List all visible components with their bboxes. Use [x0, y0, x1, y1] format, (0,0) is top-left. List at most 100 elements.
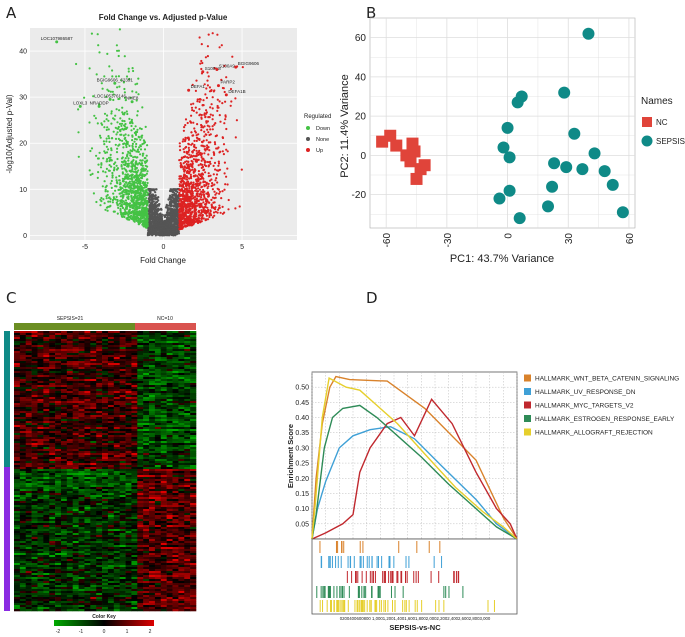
- volcano-point: [136, 130, 139, 134]
- volcano-point: [152, 232, 156, 235]
- legend-down-marker: [306, 126, 310, 130]
- volcano-point: [181, 193, 184, 197]
- heatmap-cell: [72, 407, 79, 410]
- heatmap-cell: [102, 337, 109, 340]
- heatmap-cell: [96, 359, 103, 362]
- heatmap-cell: [37, 411, 44, 414]
- heatmap-cell: [25, 331, 32, 334]
- heatmap-cell: [119, 353, 126, 356]
- heatmap-cell: [84, 361, 91, 364]
- heatmap-cell: [143, 371, 150, 374]
- heatmap-cell: [113, 367, 120, 370]
- volcano-point: [188, 187, 191, 190]
- heatmap-cell: [184, 385, 191, 388]
- volcano-point: [224, 118, 227, 121]
- heatmap-cell: [55, 343, 62, 346]
- heatmap-cell: [31, 389, 38, 392]
- heatmap-cell: [160, 355, 167, 358]
- heatmap-cell: [60, 403, 68, 406]
- heatmap-cell: [78, 343, 85, 346]
- heatmap-cell: [154, 403, 162, 406]
- volcano-point: [142, 152, 145, 155]
- heatmap-cell: [107, 377, 115, 380]
- volcano-point: [194, 182, 197, 186]
- heatmap-cell: [60, 407, 68, 410]
- volcano-point: [149, 213, 153, 216]
- heatmap-cell: [102, 363, 109, 366]
- heatmap-cell: [160, 411, 167, 414]
- volcano-point: [146, 220, 149, 223]
- heatmap-cell: [37, 399, 44, 402]
- heatmap-cell: [172, 385, 179, 388]
- volcano-point: [116, 199, 119, 203]
- heatmap-cell: [172, 407, 179, 410]
- heatmap-cell: [102, 375, 109, 378]
- heatmap-cell: [190, 383, 197, 386]
- heatmap-cell: [178, 365, 185, 368]
- volcano-point: [207, 193, 210, 196]
- heatmap-cell: [37, 385, 44, 388]
- heatmap-cell: [190, 371, 197, 374]
- volcano-point: [144, 189, 147, 192]
- heatmap-cell: [25, 405, 32, 408]
- heatmap-cell: [190, 341, 197, 344]
- volcano-point: [127, 197, 130, 200]
- volcano-point: [195, 197, 198, 200]
- heatmap-cell: [31, 349, 38, 352]
- heatmap-cell: [172, 351, 179, 354]
- heatmap-cell: [172, 339, 179, 342]
- heatmap-cell: [25, 403, 32, 406]
- heatmap-cell: [96, 403, 103, 406]
- volcano-point: [103, 202, 106, 205]
- heatmap-cell: [154, 381, 162, 384]
- heatmap-cell: [154, 341, 162, 344]
- volcano-point: [191, 192, 194, 195]
- volcano-point-label: LOC105376146: [94, 93, 126, 98]
- heatmap-cell: [72, 385, 79, 388]
- heatmap-cell: [66, 395, 74, 398]
- heatmap-cell: [125, 371, 132, 374]
- heatmap-cell: [37, 383, 44, 386]
- volcano-point: [192, 221, 195, 225]
- heatmap-cell: [143, 393, 150, 396]
- heatmap-cell: [43, 405, 50, 408]
- volcano-point: [172, 216, 175, 219]
- heatmap-cell: [119, 355, 126, 358]
- heatmap-cell: [84, 403, 91, 406]
- heatmap-cell: [113, 333, 120, 336]
- volcano-point: [176, 227, 179, 230]
- volcano-point: [207, 153, 210, 156]
- heatmap-cell: [72, 379, 79, 382]
- pca-sepsis-point: [503, 184, 516, 197]
- volcano-point: [207, 75, 210, 78]
- heatmap-cell: [143, 409, 150, 412]
- volcano-point: [125, 110, 128, 113]
- volcano-point: [207, 172, 210, 175]
- volcano-point: [159, 221, 163, 224]
- heatmap-cell: [166, 377, 173, 380]
- heatmap-cell: [49, 363, 56, 366]
- heatmap-cell: [107, 371, 115, 374]
- pca-sepsis-point: [542, 200, 555, 213]
- heatmap-cell: [190, 331, 197, 334]
- heatmap-cell: [84, 341, 91, 344]
- heatmap-cell: [119, 397, 126, 400]
- heatmap-cell: [84, 381, 91, 384]
- volcano-point: [108, 65, 111, 68]
- volcano-point: [95, 154, 98, 157]
- heatmap-cell: [66, 341, 74, 344]
- volcano-point: [183, 173, 186, 176]
- volcano-point: [231, 55, 234, 58]
- heatmap-cell: [14, 337, 21, 340]
- heatmap-cell: [125, 345, 132, 348]
- volcano-point: [185, 175, 188, 178]
- heatmap-cell: [96, 391, 103, 394]
- volcano-point: [189, 214, 192, 217]
- volcano-point: [117, 206, 120, 209]
- heatmap-cell: [66, 331, 74, 334]
- volcano-point: [214, 206, 217, 209]
- volcano-point: [131, 90, 134, 93]
- volcano-point: [99, 204, 102, 207]
- heatmap-cell: [137, 411, 144, 414]
